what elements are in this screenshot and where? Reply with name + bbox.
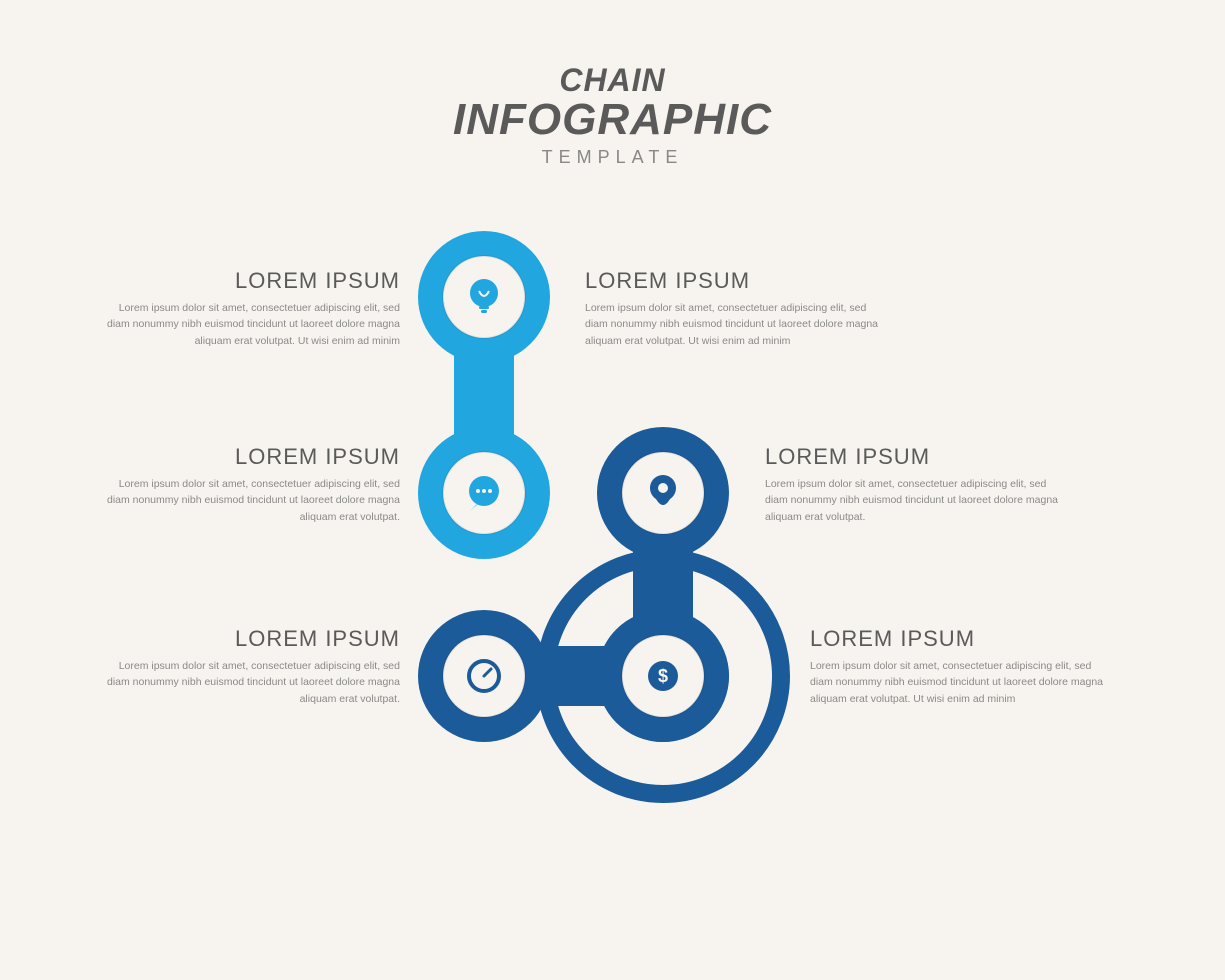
- text-block-body: Lorem ipsum dolor sit amet, consectetuer…: [810, 658, 1110, 707]
- text-block-title: LOREM IPSUM: [810, 626, 1110, 652]
- text-block-title: LOREM IPSUM: [585, 268, 885, 294]
- text-block-body: Lorem ipsum dolor sit amet, consectetuer…: [100, 476, 400, 525]
- text-block-2: LOREM IPSUM Lorem ipsum dolor sit amet, c…: [585, 268, 885, 349]
- text-block-body: Lorem ipsum dolor sit amet, consectetuer…: [585, 300, 885, 349]
- dollar-icon: $: [648, 661, 678, 691]
- text-block-1: LOREM IPSUM Lorem ipsum dolor sit amet, c…: [100, 268, 400, 349]
- svg-text:$: $: [658, 666, 668, 686]
- text-block-body: Lorem ipsum dolor sit amet, consectetuer…: [100, 658, 400, 707]
- text-block-body: Lorem ipsum dolor sit amet, consectetuer…: [100, 300, 400, 349]
- text-block-5: LOREM IPSUM Lorem ipsum dolor sit amet, c…: [100, 626, 400, 707]
- text-block-body: Lorem ipsum dolor sit amet, consectetuer…: [765, 476, 1065, 525]
- text-block-3: LOREM IPSUM Lorem ipsum dolor sit amet, c…: [100, 444, 400, 525]
- text-block-title: LOREM IPSUM: [100, 444, 400, 470]
- text-block-title: LOREM IPSUM: [100, 626, 400, 652]
- text-block-6: LOREM IPSUM Lorem ipsum dolor sit amet, c…: [810, 626, 1110, 707]
- text-block-4: LOREM IPSUM Lorem ipsum dolor sit amet, c…: [765, 444, 1065, 525]
- text-block-title: LOREM IPSUM: [765, 444, 1065, 470]
- text-block-title: LOREM IPSUM: [100, 268, 400, 294]
